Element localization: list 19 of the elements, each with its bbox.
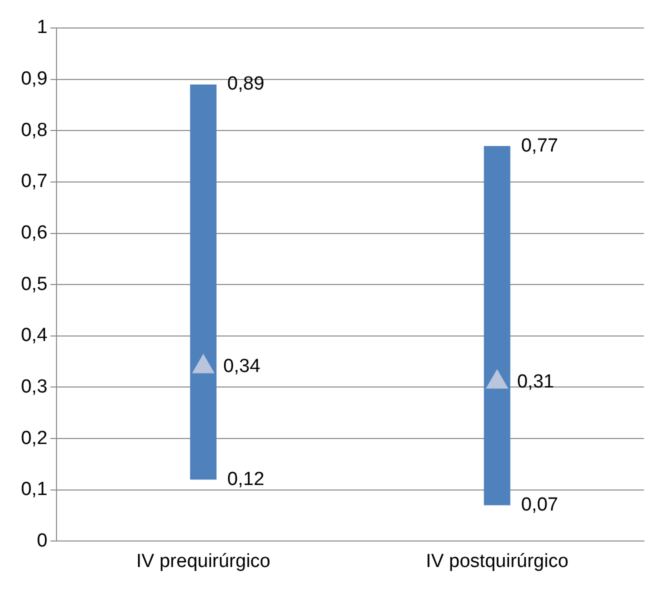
y-tick-label: 0,2 [20,428,48,449]
data-label: 0,31 [517,371,554,392]
y-tick-label: 0,9 [20,68,48,90]
y-tick-label: 0,6 [20,222,48,244]
annotation: 0,07 [521,494,558,516]
y-tick-label: 0,8 [20,120,48,141]
y-tick-label: 0 [36,530,48,552]
annotation: 0,12 [227,468,264,490]
y-tick-label: 0,4 [20,325,48,346]
y-tick-label: 0,3 [20,376,48,398]
y-tick-label: 0,1 [20,479,48,500]
y-tick-label: 0,5 [20,274,48,295]
annotation: 0,89 [227,74,264,95]
x-tick-label: IV prequirúrgico [136,550,270,572]
x-tick-label: IV postquirúrgico [426,550,568,572]
y-tick-label: 0,7 [20,171,48,192]
y-tick-label: 1 [36,17,48,38]
annotation: 0,77 [521,135,558,156]
data-label: 0,34 [223,356,261,377]
